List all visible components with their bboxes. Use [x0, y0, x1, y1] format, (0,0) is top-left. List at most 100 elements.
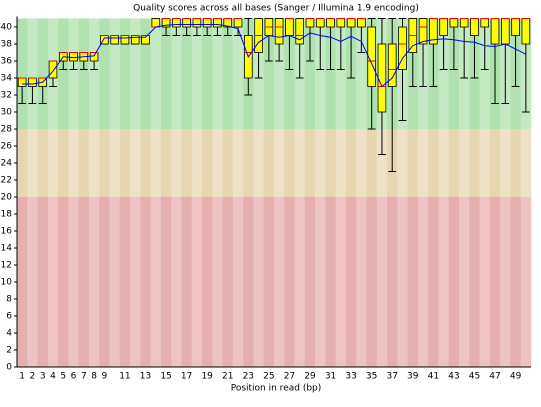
quality-band: [407, 197, 419, 367]
quality-band: [325, 129, 336, 197]
quality-band: [356, 18, 367, 129]
quality-band: [171, 129, 182, 197]
quality-band: [181, 197, 193, 367]
x-tick-label: 2: [30, 372, 36, 382]
quality-band: [510, 129, 522, 197]
quality-band: [191, 18, 203, 129]
quality-band: [140, 129, 151, 197]
quality-band: [294, 129, 306, 197]
x-tick-label: 45: [469, 372, 480, 382]
quality-band: [274, 18, 285, 129]
quality-band: [130, 18, 141, 129]
x-axis-label: Position in read (bp): [231, 384, 322, 394]
box: [151, 18, 161, 28]
x-tick-label: 27: [284, 372, 295, 382]
x-tick-label: 19: [201, 372, 213, 382]
quality-band: [212, 18, 223, 129]
y-tick-label: 32: [1, 91, 12, 101]
box: [295, 18, 305, 45]
box: [500, 18, 510, 45]
x-tick-label: 8: [91, 372, 97, 382]
box: [28, 77, 37, 87]
quality-band: [366, 197, 378, 367]
quality-band: [99, 129, 110, 197]
quality-band: [253, 129, 265, 197]
quality-band: [304, 18, 316, 129]
box: [285, 18, 294, 36]
x-tick-label: 23: [243, 372, 254, 382]
quality-band: [37, 18, 49, 129]
quality-band: [253, 197, 265, 367]
quality-band: [119, 129, 131, 197]
quality-band: [407, 129, 419, 197]
x-tick-label: 7: [81, 372, 87, 382]
x-tick-label: 37: [386, 372, 397, 382]
quality-band: [469, 129, 480, 197]
quality-band: [345, 197, 357, 367]
quality-band: [315, 129, 326, 197]
quality-band: [356, 129, 367, 197]
quality-band: [171, 18, 182, 129]
box: [459, 18, 469, 28]
quality-band: [47, 197, 59, 367]
quality-band: [448, 18, 460, 129]
x-tick-label: 4: [50, 372, 56, 382]
y-tick-label: 10: [1, 278, 13, 288]
y-tick-label: 38: [1, 40, 13, 50]
mean-line: [22, 23, 527, 88]
quality-band: [520, 129, 532, 197]
quality-band: [284, 18, 295, 129]
quality-band: [160, 129, 172, 197]
quality-band: [438, 197, 450, 367]
quality-band: [160, 197, 172, 367]
x-tick-label: 1: [19, 372, 25, 382]
box: [48, 60, 58, 79]
box: [172, 18, 181, 28]
quality-band: [68, 197, 79, 367]
x-tick-label: 11: [119, 372, 130, 382]
quality-band: [345, 129, 357, 197]
quality-band: [356, 197, 367, 367]
x-tick-label: 29: [304, 372, 316, 382]
y-tick-label: 22: [1, 176, 12, 186]
box: [110, 35, 119, 45]
x-tick-label: 43: [448, 372, 459, 382]
quality-band: [212, 197, 223, 367]
quality-band: [448, 197, 460, 367]
quality-band: [438, 18, 450, 129]
x-tick-label: 21: [222, 372, 233, 382]
box: [120, 35, 130, 45]
box: [490, 18, 500, 45]
x-tick-label: 31: [325, 372, 336, 382]
quality-band: [448, 129, 460, 197]
quality-band: [243, 129, 254, 197]
quality-band: [263, 18, 275, 129]
box: [480, 18, 490, 28]
quality-band: [109, 129, 121, 197]
x-tick-label: 17: [181, 372, 192, 382]
quality-band: [376, 129, 388, 197]
box: [336, 18, 346, 28]
x-tick-label: 49: [510, 372, 522, 382]
y-tick-label: 6: [6, 312, 12, 322]
x-tick-label: 5: [60, 372, 66, 382]
quality-band: [366, 129, 378, 197]
quality-band: [459, 129, 470, 197]
y-tick-label: 34: [1, 74, 13, 84]
box: [367, 26, 376, 87]
quality-band: [387, 197, 398, 367]
quality-band: [27, 129, 38, 197]
y-tick-label: 18: [1, 210, 13, 220]
quality-band: [428, 197, 439, 367]
quality-band: [78, 197, 90, 367]
quality-band: [37, 129, 49, 197]
quality-band: [274, 129, 285, 197]
quality-band: [130, 197, 141, 367]
quality-band: [500, 129, 511, 197]
box: [418, 18, 428, 45]
box: [315, 18, 325, 28]
box: [305, 18, 315, 28]
quality-band: [520, 197, 532, 367]
quality-band: [88, 18, 100, 129]
